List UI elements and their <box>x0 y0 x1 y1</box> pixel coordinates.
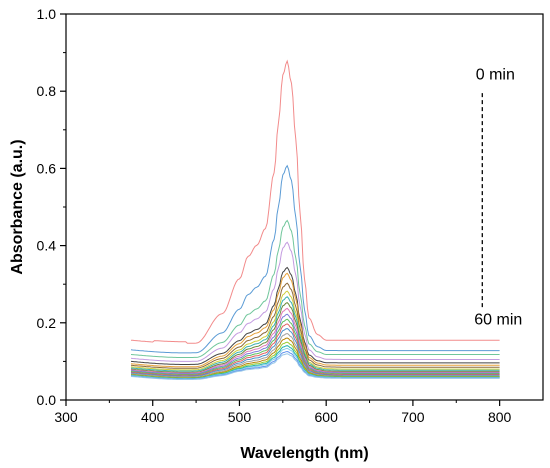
spectrum-line <box>130 307 500 374</box>
spectrum-line <box>130 290 500 371</box>
y-tick-label: 0.0 <box>37 392 57 408</box>
y-tick-label: 0.6 <box>37 160 57 176</box>
y-tick-label: 1.0 <box>37 6 57 22</box>
spectrum-line <box>130 296 500 372</box>
spectrum-line <box>130 272 500 368</box>
spectrum-line <box>130 301 500 373</box>
start-time-label: 0 min <box>476 67 515 84</box>
x-tick-label: 300 <box>54 409 78 425</box>
y-tick-label: 0.2 <box>37 315 57 331</box>
x-tick-label: 500 <box>228 409 252 425</box>
x-tick-label: 400 <box>141 409 165 425</box>
y-tick-label: 0.4 <box>37 238 57 254</box>
y-axis-label: Absorbance (a.u.) <box>9 139 26 274</box>
x-axis-label: Wavelength (nm) <box>240 445 368 462</box>
series-layer <box>130 59 500 380</box>
spectrum-line <box>130 219 500 358</box>
spectrum-line <box>130 313 500 375</box>
spectrum-line <box>130 353 500 380</box>
x-tick-label: 600 <box>315 409 339 425</box>
spectrum-line <box>130 164 500 354</box>
spectrum-line <box>130 318 500 375</box>
spectrum-line <box>130 323 500 376</box>
spectrum-line <box>130 59 500 344</box>
y-tick-label: 0.8 <box>37 83 57 99</box>
spectrum-line <box>130 241 500 362</box>
end-time-label: 60 min <box>474 312 522 329</box>
spectrum-line <box>130 327 500 377</box>
ticks-layer: 300 400 500 600 700 800 0.0 0.2 0.4 0.6 0.8 1.0 <box>37 6 512 425</box>
x-tick-label: 800 <box>488 409 512 425</box>
spectrum-line <box>130 282 500 369</box>
x-tick-label: 700 <box>401 409 425 425</box>
spectrum-line <box>130 266 500 365</box>
